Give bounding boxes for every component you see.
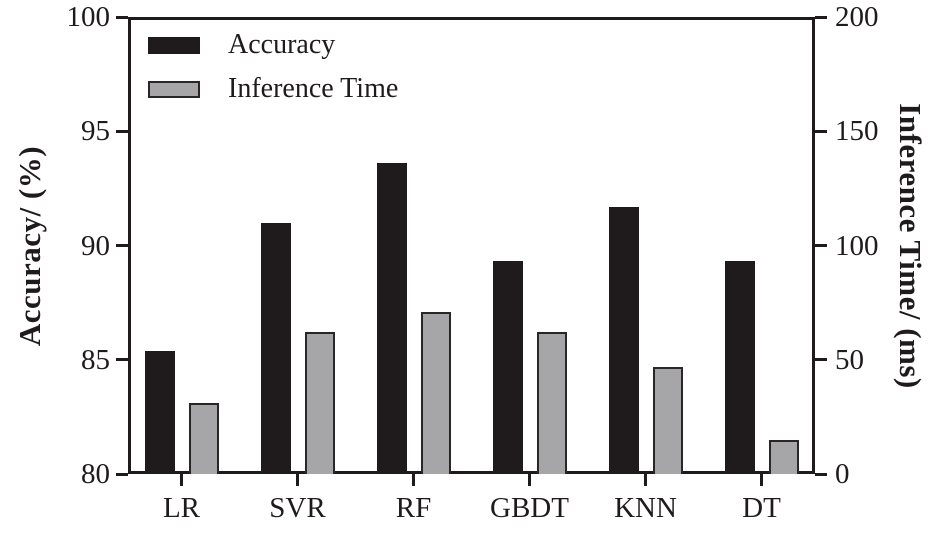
left-axis-tick <box>116 129 128 133</box>
right-axis-tick-label: 150 <box>835 115 879 148</box>
x-axis-tick <box>412 474 415 486</box>
legend: Accuracy Inference Time <box>148 30 398 118</box>
right-axis-tick-label: 0 <box>835 458 850 490</box>
right-axis-tick-label: 50 <box>835 343 864 376</box>
left-axis-tick-label: 90 <box>81 229 110 262</box>
x-axis-category-label: DT <box>742 492 781 524</box>
right-axis-tick <box>815 15 827 19</box>
left-axis-tick <box>116 244 128 247</box>
legend-item-accuracy: Accuracy <box>148 30 398 60</box>
bar-accuracy-svr <box>260 222 291 474</box>
x-axis-tick <box>296 474 299 486</box>
bar-accuracy-rf <box>376 163 407 474</box>
left-axis-tick-label: 100 <box>66 1 111 33</box>
right-axis-tick <box>815 129 827 133</box>
bar-inference-time-dt <box>768 439 799 474</box>
bar-inference-time-gbdt <box>536 332 567 474</box>
x-axis-tick <box>528 474 531 486</box>
right-axis-tick <box>815 472 827 476</box>
left-axis-tick-label: 85 <box>81 343 110 376</box>
bar-inference-time-knn <box>652 366 683 474</box>
x-axis-tick <box>760 474 763 486</box>
legend-item-inference-time: Inference Time <box>148 74 398 104</box>
legend-swatch-accuracy <box>148 36 200 54</box>
bar-inference-time-svr <box>304 332 335 474</box>
bar-inference-time-rf <box>420 311 451 474</box>
left-axis-tick-label: 80 <box>81 458 110 490</box>
legend-swatch-inference-time <box>148 80 200 98</box>
x-axis-category-label: RF <box>395 492 432 524</box>
right-axis-tick-label: 100 <box>835 229 879 262</box>
bar-accuracy-lr <box>144 350 175 474</box>
x-axis-category-label: SVR <box>269 492 326 524</box>
bar-accuracy-gbdt <box>492 261 523 474</box>
bar-inference-time-lr <box>188 403 219 474</box>
left-axis-tick <box>116 15 128 19</box>
left-axis-tick <box>116 472 128 476</box>
bar-accuracy-knn <box>608 206 639 474</box>
x-axis-category-label: LR <box>162 492 201 524</box>
x-axis-category-label: KNN <box>614 492 677 524</box>
bar-accuracy-dt <box>724 261 755 474</box>
right-axis-tick <box>815 244 827 247</box>
x-axis-tick <box>180 474 183 486</box>
plot-area <box>128 17 815 474</box>
left-axis-tick <box>116 358 128 362</box>
left-axis-tick-label: 95 <box>81 115 110 148</box>
x-axis-tick <box>644 474 647 486</box>
legend-label-inference-time: Inference Time <box>228 73 399 104</box>
x-axis-category-label: GBDT <box>490 492 569 524</box>
right-axis-tick <box>815 358 827 362</box>
right-axis-tick-label: 200 <box>835 1 879 33</box>
legend-label-accuracy: Accuracy <box>228 29 336 60</box>
